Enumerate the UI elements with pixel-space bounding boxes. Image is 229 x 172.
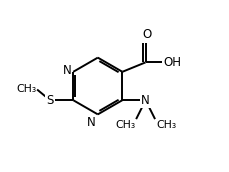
Text: N: N [87, 116, 96, 129]
Text: CH₃: CH₃ [16, 84, 36, 94]
Text: N: N [62, 64, 71, 77]
Text: N: N [141, 94, 149, 107]
Text: OH: OH [163, 56, 181, 69]
Text: CH₃: CH₃ [155, 120, 175, 130]
Text: O: O [141, 28, 151, 41]
Text: S: S [46, 94, 53, 107]
Text: CH₃: CH₃ [115, 120, 135, 130]
